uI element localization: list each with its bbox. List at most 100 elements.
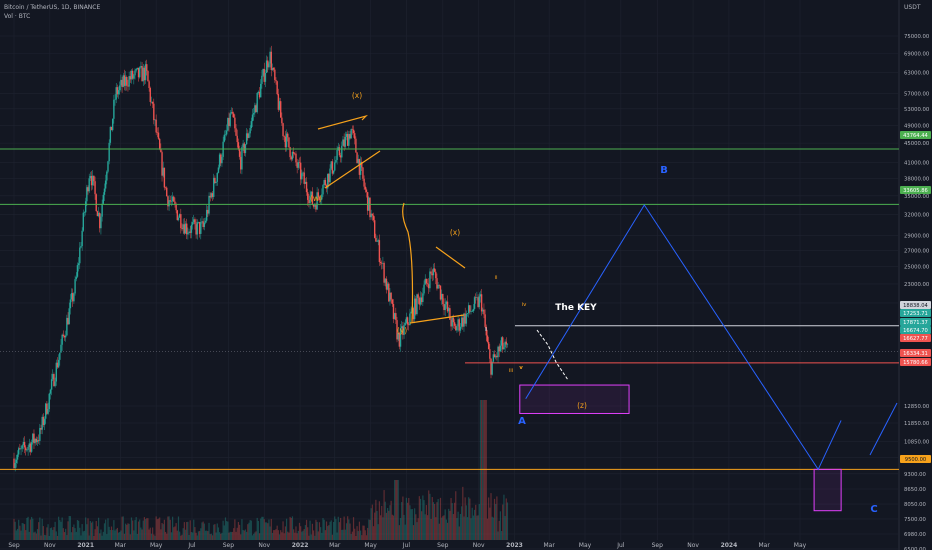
volume-bar [429,493,431,540]
volume-bar [274,530,276,540]
volume-bar [175,523,177,540]
volume-bar [146,518,148,540]
candle-body [365,189,368,193]
candle-body [101,203,103,217]
candle-body [55,362,57,382]
volume-bar [370,508,372,540]
volume-bar [280,530,282,540]
volume-bar [73,524,75,540]
candle-body [170,201,173,202]
candle-body [21,445,23,449]
candle-body [384,278,386,283]
annotation-label: (z) [577,401,587,410]
volume-bar [476,515,478,540]
candle-body [472,308,475,312]
candle-body [351,129,354,130]
volume-bar [403,514,405,540]
candle-body [22,441,25,446]
price-marker [900,318,931,326]
volume-bar [395,480,397,540]
price-marker-label: 16674.70 [903,328,928,334]
candle-body [438,284,441,286]
volume-bar [173,527,175,540]
volume-bar [323,519,325,540]
volume-bar [258,533,261,540]
volume-bar [296,533,298,540]
x-tick-label: 2021 [77,542,94,549]
volume-bar [87,518,89,540]
candle-body [241,147,243,170]
x-tick-label: Nov [473,542,485,549]
candle-body [390,292,392,300]
volume-bar [390,500,392,540]
volume-bar [502,504,504,540]
volume-bar [13,518,15,540]
price-marker [900,358,931,366]
candle-body [330,161,332,169]
candle-body [183,224,186,234]
volume-bar [378,501,380,540]
candle-body [48,393,50,410]
candle-body [462,317,464,327]
candle-body [419,297,422,305]
candle-body [151,101,154,104]
volume-bar [199,531,201,540]
candle-body [160,149,162,153]
candle-body [37,440,40,441]
candle-body [406,317,409,325]
volume-bar [155,516,157,540]
candle-body [459,326,462,331]
candle-body [324,180,327,186]
volume-bar [75,531,77,540]
volume-bar [94,529,96,540]
volume-bar [302,530,304,540]
candle-body [401,326,403,329]
price-marker [900,334,931,342]
candle-body [188,231,190,233]
volume-bar [39,517,41,540]
candle-body [103,188,106,195]
x-tick-label: May [579,542,592,549]
candle-body [262,68,264,76]
candle-body [68,308,70,325]
volume-bar [20,530,22,540]
volume-bar [276,525,278,540]
annotation-label: The KEY [555,303,597,313]
volume-bar [174,526,176,540]
candle-body [385,278,388,290]
volume-bar [479,400,482,540]
candle-body [173,196,175,202]
candle-body [245,133,248,145]
volume-bar [406,502,409,540]
candle-body [47,409,49,414]
volume-bar [483,400,485,540]
candle-body [121,79,123,87]
volume-bar [290,518,292,540]
candle-body [94,181,96,195]
candle-body [201,221,203,223]
volume-bar [335,519,337,540]
candle-body [309,195,311,204]
candle-body [90,175,93,186]
volume-bar [16,528,19,540]
candle-body [40,427,42,430]
candle-body [464,313,466,324]
volume-bar [153,534,155,540]
volume-bar [200,528,202,540]
x-tick-label: 2024 [721,542,738,549]
annotation-label: C [870,504,877,515]
volume-bar [221,532,223,540]
volume-bar [374,512,376,540]
volume-bar [461,506,463,540]
volume-bar [162,524,164,540]
candle-body [261,75,263,84]
volume-bar [482,400,484,540]
volume-bar [136,533,138,540]
candle-body [485,326,488,336]
volume-bar [191,532,194,540]
candle-body [348,134,350,146]
volume-bar [411,508,413,540]
candle-body [126,76,128,86]
volume-bar [481,400,483,540]
